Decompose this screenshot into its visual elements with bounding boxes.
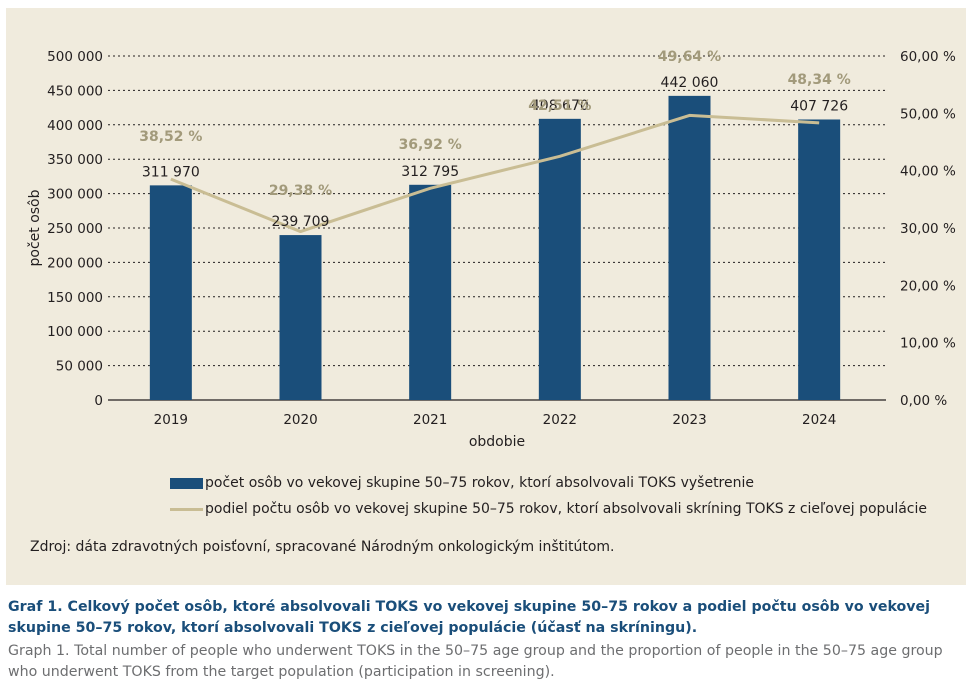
line-path [170, 113, 820, 234]
legend-bar-swatch [170, 477, 203, 489]
x-tick-label: 2019 [154, 412, 188, 428]
x-tick-label: 2022 [543, 412, 577, 428]
bar-series [149, 95, 841, 401]
x-tick-label: 2023 [672, 412, 706, 428]
bar-value-label: 312 795 [401, 164, 459, 180]
line-value-label: 48,34 % [788, 72, 851, 88]
x-axis-ticks: 2019 2020 2021 2022 2023 2024 [154, 412, 837, 428]
y-tick-label: 250 000 [47, 221, 103, 237]
line-value-label: 36,92 % [399, 137, 462, 153]
y2-tick-label: 30,00 % [900, 221, 956, 237]
bar [668, 95, 711, 400]
data-labels: 311 970 239 709 312 795 408 670 442 060 407 7… [139, 49, 851, 230]
y-tick-label: 0 [94, 393, 103, 409]
y-tick-label: 200 000 [47, 255, 103, 271]
line-value-label: 38,52 % [139, 129, 202, 145]
bar [538, 118, 581, 401]
y-tick-label: 100 000 [47, 324, 103, 340]
bar-value-label: 239 709 [272, 214, 330, 230]
y2-tick-label: 50,00 % [900, 106, 956, 122]
line-series [170, 113, 820, 234]
bar [798, 119, 841, 401]
y2-tick-label: 20,00 % [900, 278, 956, 294]
y-tick-label: 350 000 [47, 152, 103, 168]
line-value-label: 29,38 % [269, 183, 332, 199]
line-value-label: 42,51 % [528, 98, 591, 114]
combo-chart: 0 50 000 100 000 150 000 200 000 250 000 300 0… [27, 49, 956, 450]
y-tick-label: 500 000 [47, 49, 103, 65]
source-note: Zdroj: dáta zdravotných poisťovní, sprac… [30, 539, 615, 555]
y2-tick-label: 60,00 % [900, 49, 956, 65]
caption-english: Graph 1. Total number of people who unde… [8, 643, 943, 680]
bar-value-label: 408 670 [531, 98, 589, 114]
right-axis-ticks: 0,00 % 10,00 % 20,00 % 30,00 % 40,00 % 50,00 … [900, 49, 956, 409]
x-tick-label: 2020 [283, 412, 317, 428]
legend-bar-label: počet osôb vo vekovej skupine 50–75 roko… [205, 475, 754, 491]
bar [149, 185, 192, 400]
x-tick-label: 2024 [802, 412, 836, 428]
legend-item-bar: počet osôb vo vekovej skupine 50–75 roko… [170, 475, 754, 491]
y-tick-label: 50 000 [56, 359, 103, 375]
bar [409, 184, 452, 400]
y-tick-label: 450 000 [47, 83, 103, 99]
y2-tick-label: 0,00 % [900, 393, 947, 409]
y-axis-title: počet osôb [27, 189, 43, 266]
y-tick-label: 150 000 [47, 290, 103, 306]
gridlines [108, 55, 886, 401]
left-axis-ticks: 0 50 000 100 000 150 000 200 000 250 000 300 0… [47, 49, 103, 409]
legend-line-label: podiel počtu osôb vo vekovej skupine 50–… [205, 501, 927, 517]
y-tick-label: 300 000 [47, 187, 103, 203]
caption-slovak: Graf 1. Celkový počet osôb, ktoré absolv… [8, 599, 930, 636]
legend-item-line: podiel počtu osôb vo vekovej skupine 50–… [170, 501, 927, 517]
bar-value-label: 407 726 [790, 98, 848, 114]
x-axis-title: obdobie [469, 434, 525, 450]
x-tick-label: 2021 [413, 412, 447, 428]
bar [279, 235, 322, 400]
legend-line-swatch [170, 507, 203, 511]
y2-tick-label: 40,00 % [900, 164, 956, 180]
y-tick-label: 400 000 [47, 118, 103, 134]
line-value-label: 49,64 % [658, 49, 721, 65]
bar-value-label: 311 970 [142, 164, 200, 180]
bar-value-label: 442 060 [661, 75, 719, 91]
y2-tick-label: 10,00 % [900, 336, 956, 352]
